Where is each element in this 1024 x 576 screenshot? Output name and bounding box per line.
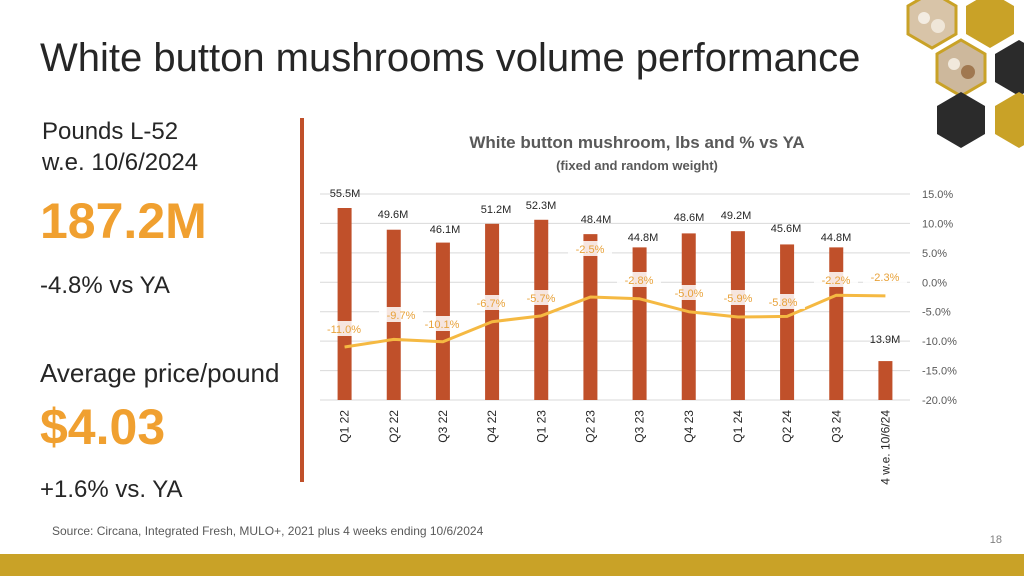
y2-tick-label: -5.0% (922, 307, 951, 319)
kpi-price-label: Average price/pound (40, 358, 280, 388)
pct-label-bg (761, 294, 805, 309)
hexagon-photo-decoration (906, 0, 1024, 148)
bar (337, 208, 352, 400)
x-category-label: Q1 22 (338, 410, 352, 443)
pct-value-label: -5.9% (724, 293, 753, 305)
pct-value-label: -5.0% (675, 288, 704, 300)
kpi-volume-value: 187.2M (40, 193, 207, 249)
y2-tick-label: -15.0% (922, 366, 957, 378)
pct-value-label: -2.5% (576, 244, 605, 256)
bar (878, 361, 893, 400)
x-category-label: Q2 24 (780, 410, 794, 443)
y2-tick-label: 15.0% (922, 189, 953, 201)
kpi-price-value: $4.03 (40, 399, 166, 455)
bar-value-label: 44.8M (628, 232, 659, 244)
y2-tick-label: 5.0% (922, 248, 947, 260)
source-note: Source: Circana, Integrated Fresh, MULO+… (52, 524, 484, 538)
x-category-label: Q3 24 (829, 410, 843, 443)
pct-label-bg (667, 285, 711, 300)
pct-label-bg (814, 272, 858, 287)
pct-label-bg (379, 307, 423, 322)
bar (632, 247, 647, 400)
bar-value-label: 48.6M (674, 212, 705, 224)
x-category-label: 4 w.e. 10/6/24 (878, 410, 892, 485)
divider-line (300, 118, 304, 482)
x-category-label: Q4 22 (485, 410, 499, 443)
bar-value-label: 48.4M (581, 214, 612, 226)
pct-label-bg (863, 269, 907, 284)
y2-tick-label: -10.0% (922, 336, 957, 348)
pct-value-label: -2.2% (822, 275, 851, 287)
bar-value-label: 49.6M (378, 209, 409, 221)
bar-value-label: 52.3M (526, 200, 557, 212)
pct-change-line (344, 293, 886, 349)
bar-value-label: 49.2M (721, 210, 752, 222)
x-category-label: Q1 24 (731, 410, 745, 443)
bar-value-label: 51.2M (481, 204, 512, 216)
kpi-volume-change: -4.8% vs YA (40, 272, 170, 299)
x-category-label: Q1 23 (534, 410, 548, 443)
pct-label-bg (716, 290, 760, 305)
pct-label-bg (519, 290, 563, 305)
pct-label-bg (617, 272, 661, 287)
chart-subtitle: (fixed and random weight) (556, 158, 718, 173)
pct-label-bg (568, 241, 612, 256)
kpi-volume-label: Pounds L-52 (42, 118, 179, 145)
bar (780, 244, 795, 400)
footer-bar (0, 554, 1024, 576)
pct-label-bg (420, 316, 464, 331)
pct-value-label: -5.8% (769, 297, 798, 309)
x-category-label: Q2 22 (387, 410, 401, 443)
pct-value-label: -10.1% (425, 319, 460, 331)
bar (583, 234, 598, 400)
page-number: 18 (989, 534, 1002, 546)
bar-value-label: 46.1M (430, 224, 461, 236)
bar-value-label: 45.6M (771, 223, 802, 235)
bar-value-label: 55.5M (330, 188, 361, 200)
pct-value-label: -6.7% (477, 298, 506, 310)
bar-value-label: 13.9M (870, 334, 901, 346)
chart-title: White button mushroom, lbs and % vs YA (469, 133, 804, 152)
bar (534, 219, 549, 400)
pct-value-label: -5.7% (527, 293, 556, 305)
x-category-label: Q3 22 (436, 410, 450, 443)
pct-value-label: -9.7% (387, 310, 416, 322)
pct-value-label: -2.8% (625, 275, 654, 287)
y2-tick-label: -20.0% (922, 395, 957, 407)
page-title: White button mushrooms volume performanc… (40, 36, 861, 80)
kpi-price-change: +1.6% vs. YA (40, 476, 183, 503)
x-category-label: Q3 23 (633, 410, 647, 443)
y2-tick-label: 10.0% (922, 218, 953, 230)
pct-value-label: -11.0% (327, 324, 361, 336)
bar-value-label: 44.8M (821, 232, 852, 244)
pct-value-label: -2.3% (871, 272, 900, 284)
x-category-label: Q4 23 (682, 410, 696, 443)
x-category-label: Q2 23 (583, 410, 597, 443)
bar (681, 233, 696, 400)
pct-label-bg (322, 321, 366, 336)
y2-tick-label: 0.0% (922, 277, 947, 289)
bar (829, 247, 844, 400)
pct-label-bg (469, 295, 513, 310)
bar (485, 223, 500, 400)
kpi-period-label: w.e. 10/6/2024 (42, 149, 199, 176)
